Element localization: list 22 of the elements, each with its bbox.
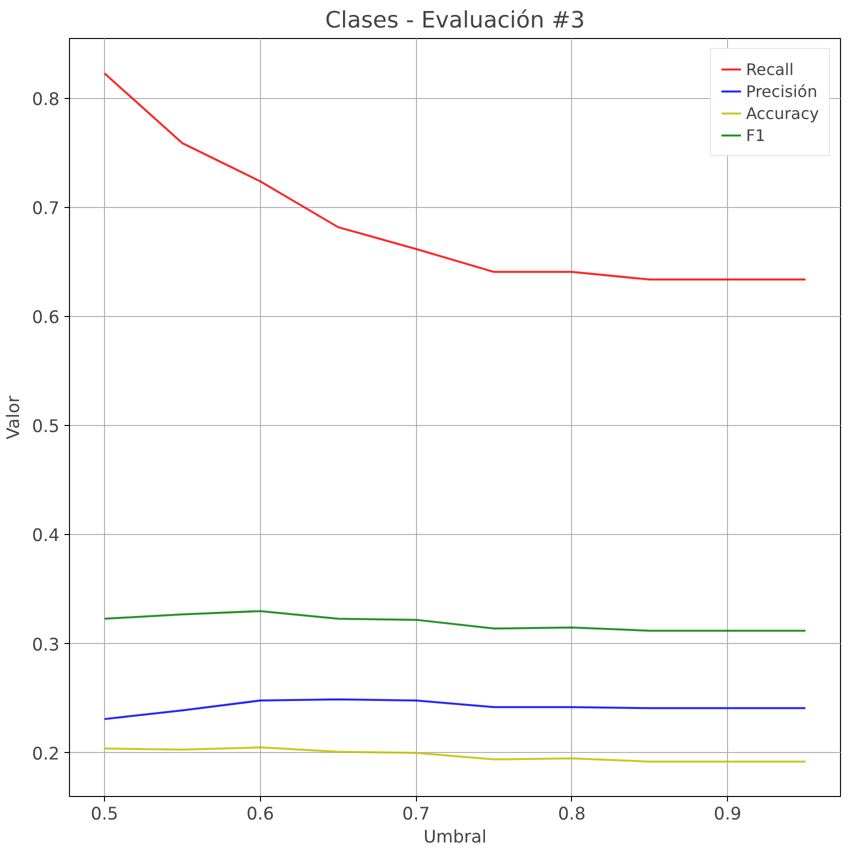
chart-title: Clases - Evaluación #3 bbox=[325, 8, 585, 34]
y-tick-label: 0.3 bbox=[32, 635, 60, 656]
x-tick-label: 0.6 bbox=[246, 804, 274, 824]
y-axis-title: Valor bbox=[4, 394, 24, 440]
y-tick-label: 0.2 bbox=[32, 744, 60, 764]
y-tick-label: 0.4 bbox=[32, 526, 60, 546]
x-tick-label: 0.9 bbox=[714, 804, 742, 824]
line-series bbox=[104, 746, 806, 763]
x-tick-label: 0.7 bbox=[402, 804, 430, 824]
y-tick-label: 0.8 bbox=[32, 90, 60, 110]
legend-label: Accuracy bbox=[746, 104, 819, 122]
x-tick-label: 0.8 bbox=[558, 804, 586, 824]
legend-label: F1 bbox=[746, 126, 766, 144]
x-tick-label: 0.5 bbox=[90, 804, 118, 824]
legend-label: Precisión bbox=[746, 82, 818, 100]
line-series bbox=[104, 610, 806, 632]
x-axis-title: Umbral bbox=[423, 828, 487, 848]
y-tick-label: 0.6 bbox=[32, 308, 60, 328]
y-tick-label: 0.7 bbox=[32, 199, 60, 220]
legend-label: Recall bbox=[746, 60, 794, 78]
line-series bbox=[104, 698, 806, 720]
y-tick-label: 0.5 bbox=[32, 417, 60, 438]
